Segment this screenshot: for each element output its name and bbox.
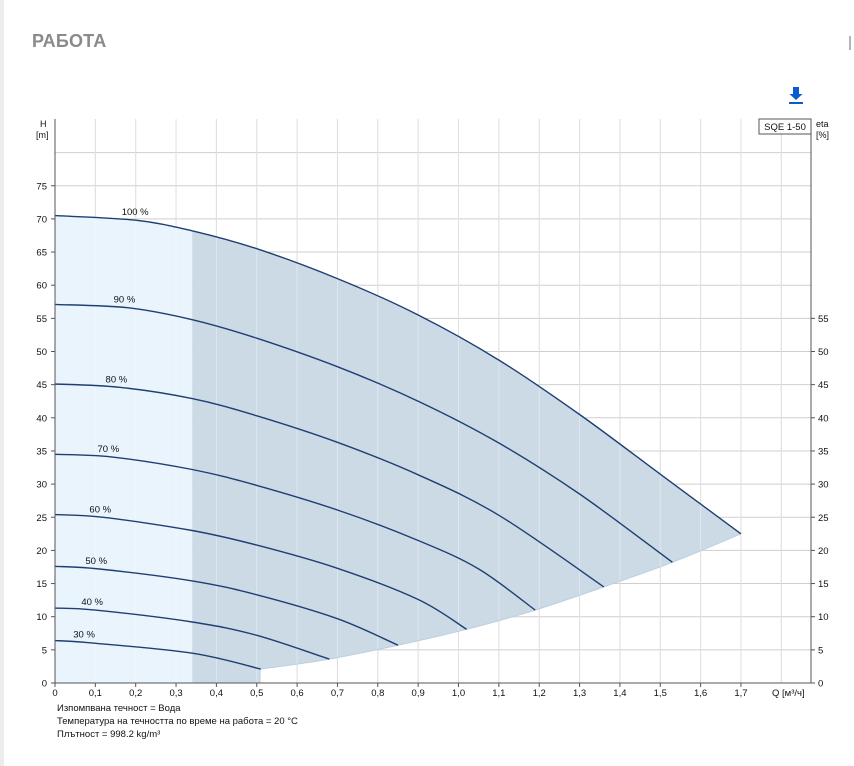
x-tick-label: 0,1	[89, 688, 102, 699]
y-left-tick-label: 5	[42, 645, 47, 656]
curve-label-60pct: 60 %	[89, 504, 111, 515]
x-tick-label: 0,4	[210, 688, 223, 699]
x-tick-label: 1,7	[734, 688, 747, 699]
y-left-tick-label: 70	[36, 214, 47, 225]
pump-label: SQE 1-50	[764, 122, 806, 133]
curve-label-30pct: 30 %	[73, 630, 95, 641]
y-right-tick-label: 10	[818, 612, 829, 623]
speed-curve-50pct	[54, 565, 399, 646]
x-tick-label: 0,3	[169, 688, 182, 699]
x-tick-label: 0	[52, 688, 57, 699]
y-right-tick-label: 15	[818, 579, 829, 590]
speed-curve-100pct	[54, 214, 742, 535]
y-left-tick-label: 75	[36, 181, 47, 192]
y-right-tick-label: 40	[818, 413, 829, 424]
y-left-tick-label: 40	[36, 413, 47, 424]
y-left-axis-name: H	[40, 119, 47, 129]
y-left-tick-label: 0	[42, 679, 47, 690]
x-tick-label: 0,7	[331, 688, 344, 699]
speed-curve-40pct	[54, 607, 330, 660]
x-tick-label: 0,8	[371, 688, 384, 699]
speed-curve-60pct	[54, 513, 467, 630]
y-left-tick-label: 10	[36, 612, 47, 623]
y-right-tick-label: 45	[818, 380, 829, 391]
x-tick-label: 1,1	[492, 688, 505, 699]
note-liquid: Изпомпвана течност = Вода	[57, 703, 181, 714]
x-tick-label: 1,6	[694, 688, 707, 699]
speed-curve-30pct	[54, 639, 261, 670]
y-left-tick-label: 25	[36, 513, 47, 524]
speed-curve-80pct	[54, 383, 605, 588]
y-left-tick-label: 20	[36, 546, 47, 557]
y-right-tick-label: 35	[818, 446, 829, 457]
curve-label-50pct: 50 %	[85, 556, 107, 567]
region-recommended	[192, 230, 741, 684]
pump-label-box	[758, 118, 812, 135]
y-right-axis-unit: [%]	[816, 130, 829, 140]
x-axis-unit: Q [м³/ч]	[772, 688, 805, 699]
y-right-axis-name: eta	[816, 119, 829, 129]
left-border	[0, 0, 4, 766]
curve-label-80pct: 80 %	[106, 374, 128, 385]
x-tick-label: 0,9	[412, 688, 425, 699]
note-density: Плътност = 998.2 kg/m³	[57, 729, 161, 740]
y-right-tick-label: 55	[818, 314, 829, 325]
y-left-tick-label: 60	[36, 281, 47, 292]
x-tick-label: 1,0	[452, 688, 465, 699]
section-title: РАБОТА	[32, 31, 107, 51]
x-tick-label: 1,4	[613, 688, 626, 699]
y-left-tick-label: 30	[36, 480, 47, 491]
curve-label-100pct: 100 %	[122, 207, 149, 218]
x-tick-label: 0,2	[129, 688, 142, 699]
y-right-tick-label: 25	[818, 513, 829, 524]
speed-curve-70pct	[54, 453, 536, 611]
y-right-tick-label: 30	[818, 480, 829, 491]
curve-label-40pct: 40 %	[81, 597, 103, 608]
y-left-tick-label: 50	[36, 347, 47, 358]
x-tick-label: 0,5	[250, 688, 263, 699]
y-left-tick-label: 55	[36, 314, 47, 325]
chart-notes: Изпомпвана течност = Вода Температура на…	[57, 702, 298, 741]
speed-curve-90pct	[54, 303, 673, 563]
x-tick-label: 1,3	[573, 688, 586, 699]
y-left-axis-unit: [m]	[36, 130, 49, 140]
y-left-tick-label: 65	[36, 248, 47, 259]
y-right-tick-label: 5	[818, 645, 823, 656]
y-right-tick-label: 50	[818, 347, 829, 358]
y-right-tick-label: 0	[818, 679, 823, 690]
download-icon[interactable]	[786, 84, 806, 106]
curve-label-70pct: 70 %	[97, 444, 119, 455]
y-right-tick-label: 20	[818, 546, 829, 557]
y-left-tick-label: 35	[36, 446, 47, 457]
y-left-tick-label: 45	[36, 380, 47, 391]
note-temperature: Температура на течността по време на раб…	[57, 716, 298, 727]
curve-label-90pct: 90 %	[114, 295, 136, 306]
min-curve	[260, 533, 742, 670]
x-tick-label: 1,5	[654, 688, 667, 699]
x-tick-label: 1,2	[533, 688, 546, 699]
region-extended	[55, 215, 193, 683]
next-section-edge	[849, 36, 851, 50]
y-left-tick-label: 15	[36, 579, 47, 590]
x-tick-label: 0,6	[290, 688, 303, 699]
